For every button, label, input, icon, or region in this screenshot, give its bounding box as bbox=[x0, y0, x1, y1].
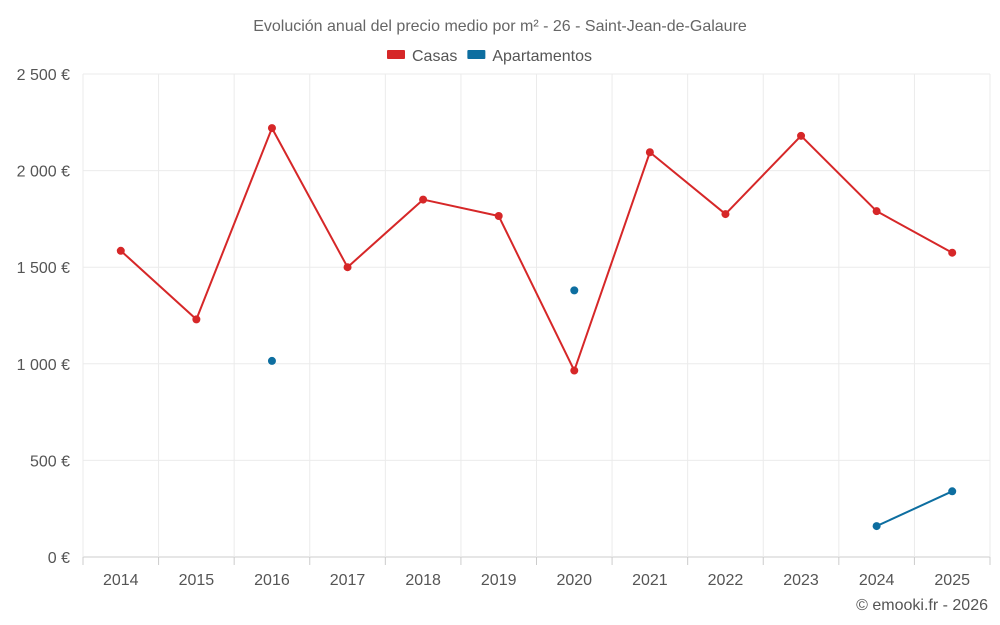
x-tick-label: 2023 bbox=[783, 572, 819, 589]
point-apartamentos-2024[interactable] bbox=[872, 522, 881, 531]
x-tick-label: 2025 bbox=[934, 572, 970, 589]
legend-label: Apartamentos bbox=[492, 48, 592, 65]
legend-item-apartamentos[interactable]: Apartamentos bbox=[467, 48, 592, 65]
y-tick-label: 1 500 € bbox=[17, 260, 70, 277]
copyright-credit: © emooki.fr - 2026 bbox=[856, 597, 988, 614]
point-casas-2022[interactable] bbox=[721, 210, 730, 219]
point-casas-2014[interactable] bbox=[116, 246, 125, 255]
y-tick-label: 0 € bbox=[48, 550, 70, 567]
point-casas-2019[interactable] bbox=[494, 212, 503, 221]
legend: Casas Apartamentos bbox=[387, 48, 592, 65]
x-tick-label: 2016 bbox=[254, 572, 290, 589]
x-tick-label: 2014 bbox=[103, 572, 139, 589]
point-apartamentos-2020[interactable] bbox=[570, 286, 579, 295]
y-tick-label: 2 500 € bbox=[17, 67, 70, 84]
point-casas-2021[interactable] bbox=[645, 148, 654, 157]
series-layer bbox=[116, 124, 957, 531]
legend-label: Casas bbox=[412, 48, 457, 65]
point-casas-2017[interactable] bbox=[343, 263, 352, 272]
point-apartamentos-2016[interactable] bbox=[267, 356, 276, 365]
point-casas-2015[interactable] bbox=[192, 315, 201, 324]
y-tick-label: 500 € bbox=[30, 453, 70, 470]
series-casas bbox=[116, 124, 957, 375]
series-line-apartamentos bbox=[876, 490, 953, 527]
x-tick-label: 2018 bbox=[405, 572, 441, 589]
grid bbox=[82, 73, 991, 565]
point-casas-2016[interactable] bbox=[267, 124, 276, 133]
x-axis: 2014 2015 2016 2017 2018 2019 2020 2021 2022 2023… bbox=[103, 572, 970, 589]
legend-swatch bbox=[387, 50, 405, 59]
chart-title: Evolución anual del precio medio por m² … bbox=[253, 18, 747, 35]
x-tick-label: 2015 bbox=[179, 572, 215, 589]
legend-item-casas[interactable]: Casas bbox=[387, 48, 457, 65]
y-tick-label: 1 000 € bbox=[17, 357, 70, 374]
point-casas-2024[interactable] bbox=[872, 207, 881, 216]
point-apartamentos-2025[interactable] bbox=[948, 487, 957, 496]
y-tick-label: 2 000 € bbox=[17, 164, 70, 181]
x-tick-label: 2017 bbox=[330, 572, 366, 589]
x-tick-label: 2019 bbox=[481, 572, 517, 589]
x-tick-label: 2020 bbox=[556, 572, 592, 589]
y-axis: 0 € 500 € 1 000 € 1 500 € 2 000 € 2 500 € bbox=[17, 67, 70, 567]
x-tick-label: 2021 bbox=[632, 572, 668, 589]
point-casas-2020[interactable] bbox=[570, 366, 579, 375]
series-apartamentos bbox=[267, 286, 957, 531]
series-line-casas bbox=[120, 127, 953, 372]
x-tick-label: 2022 bbox=[708, 572, 744, 589]
x-tick-label: 2024 bbox=[859, 572, 895, 589]
point-casas-2023[interactable] bbox=[797, 131, 806, 140]
point-casas-2018[interactable] bbox=[419, 195, 428, 204]
point-casas-2025[interactable] bbox=[948, 248, 957, 257]
legend-swatch bbox=[467, 50, 486, 59]
